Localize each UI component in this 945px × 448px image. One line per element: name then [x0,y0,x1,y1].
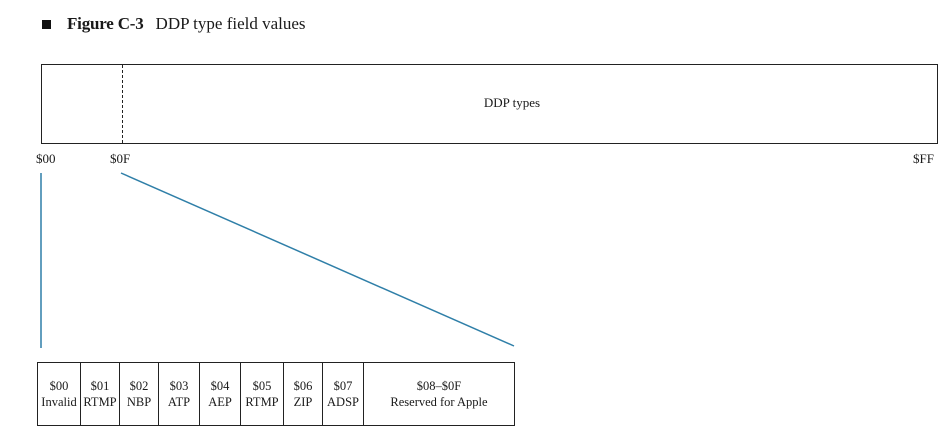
type-cell: $01 RTMP [80,362,120,426]
tick-start: $00 [36,151,56,166]
type-row: $00 Invalid $01 RTMP $02 NBP $03 ATP $04 AEP … [37,362,515,426]
bullet-icon [42,19,51,29]
ddp-types-label: DDP types [483,95,541,110]
figure-caption: Figure C-3 DDP type field values [42,12,306,36]
ddp-type-table: $00 Invalid $01 RTMP $02 NBP $03 ATP $04 AEP … [37,362,515,426]
tick-0f: $0F [110,151,131,166]
type-cell: $05 RTMP [240,362,284,426]
type-cell-reserved: $08–$0F Reserved for Apple [363,362,515,426]
figure-label: Figure C-3 [67,14,144,33]
leader-line-right [120,172,515,347]
type-cell: $02 NBP [119,362,159,426]
ddp-types-bar: DDP types [41,64,938,144]
range-divider [122,65,123,143]
type-cell: $03 ATP [158,362,200,426]
type-cell: $00 Invalid [37,362,81,426]
type-cell: $04 AEP [199,362,241,426]
figure-title: DDP type field values [155,14,306,33]
type-cell: $07 ADSP [322,362,364,426]
type-cell: $06 ZIP [283,362,323,426]
tick-end: $FF [913,151,934,166]
